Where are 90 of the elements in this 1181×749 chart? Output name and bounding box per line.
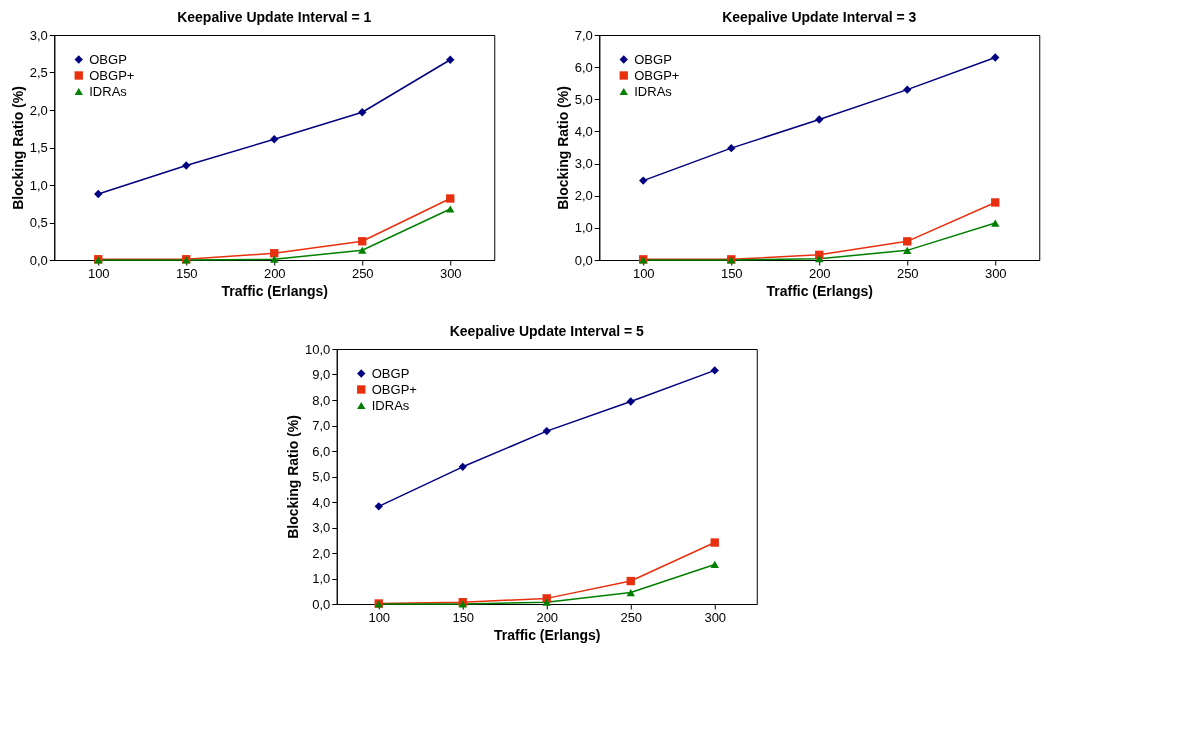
legend-label: OBGP <box>634 51 672 67</box>
y-tick-label: 4,0 <box>312 494 331 510</box>
y-tick-label: 8,0 <box>312 392 331 408</box>
point <box>458 462 467 471</box>
point <box>374 502 383 511</box>
legend-label: OBGP+ <box>634 67 680 83</box>
point <box>94 189 103 199</box>
chart-title: Keepalive Update Interval = 3 <box>722 9 917 25</box>
y-tick-label: 2,5 <box>29 65 48 80</box>
y-axis-title: Blocking Ratio (%) <box>554 86 571 210</box>
y-tick-label: 7,0 <box>312 418 331 433</box>
point <box>270 255 279 263</box>
point <box>815 115 824 124</box>
x-tick-label: 300 <box>439 265 462 281</box>
point <box>639 176 648 185</box>
legend-label: OBGP+ <box>371 381 417 397</box>
point <box>358 246 367 254</box>
x-tick-label: 250 <box>896 265 919 281</box>
y-tick-label: 0,0 <box>574 252 593 268</box>
point <box>991 53 1000 62</box>
x-tick-label: 150 <box>720 265 743 281</box>
point <box>626 576 635 586</box>
point <box>270 249 279 258</box>
point <box>358 108 367 117</box>
y-tick-label: 9,0 <box>312 367 331 382</box>
point <box>710 366 719 375</box>
point <box>991 219 1000 227</box>
y-tick-label: 3,0 <box>29 27 48 43</box>
point <box>815 255 824 263</box>
point <box>727 143 736 153</box>
y-tick-label: 2,0 <box>574 188 593 204</box>
y-tick-label: 6,0 <box>312 443 331 459</box>
point <box>446 194 455 203</box>
y-tick-label: 0,0 <box>312 596 331 612</box>
x-tick-label: 250 <box>620 609 643 625</box>
point <box>710 560 719 569</box>
y-axis-title: Blocking Ratio (%) <box>9 86 26 210</box>
point <box>358 237 367 246</box>
y-tick-label: 4,0 <box>574 123 593 139</box>
y-tick-label: 1,0 <box>29 177 48 193</box>
y-axis-title: Blocking Ratio (%) <box>284 415 301 539</box>
y-tick-label: 3,0 <box>312 520 331 535</box>
y-tick-label: 1,0 <box>574 220 593 236</box>
x-tick-label: 250 <box>351 265 374 281</box>
point <box>991 198 1000 207</box>
y-tick-label: 2,0 <box>312 545 331 561</box>
y-tick-label: 5,0 <box>312 469 331 484</box>
y-tick-label: 0,5 <box>29 215 48 230</box>
point <box>710 538 719 547</box>
point <box>542 598 551 606</box>
y-tick-label: 5,0 <box>574 91 593 107</box>
y-tick-label: 1,0 <box>312 571 331 586</box>
x-tick-label: 200 <box>808 265 831 281</box>
legend-label: IDRAs <box>634 83 673 99</box>
point <box>446 55 455 64</box>
chart-title: Keepalive Update Interval = 5 <box>449 323 645 339</box>
legend-label: OBGP+ <box>89 67 135 83</box>
x-tick-label: 150 <box>175 265 198 281</box>
point <box>626 588 635 597</box>
y-tick-label: 10,0 <box>304 341 331 357</box>
legend-label: IDRAs <box>89 83 128 99</box>
point <box>626 397 635 406</box>
point <box>542 426 551 436</box>
legend-label: IDRAs <box>371 397 410 413</box>
x-axis-title: Traffic (Erlangs) <box>766 282 874 299</box>
y-tick-label: 0,0 <box>29 252 48 268</box>
chart-title: Keepalive Update Interval = 1 <box>177 9 372 25</box>
x-tick-label: 300 <box>704 609 727 625</box>
x-axis-title: Traffic (Erlangs) <box>221 282 329 299</box>
point <box>446 205 455 213</box>
y-tick-label: 1,5 <box>29 140 48 155</box>
x-tick-label: 150 <box>452 609 475 625</box>
x-tick-label: 200 <box>536 609 559 625</box>
x-tick-label: 100 <box>87 265 110 281</box>
x-tick-label: 100 <box>368 609 391 625</box>
x-tick-label: 100 <box>632 265 655 281</box>
point <box>903 246 912 254</box>
x-tick-label: 200 <box>263 265 286 281</box>
y-tick-label: 3,0 <box>574 156 593 172</box>
x-tick-label: 300 <box>984 265 1007 281</box>
y-tick-label: 6,0 <box>574 59 593 75</box>
y-tick-label: 7,0 <box>574 27 593 43</box>
y-tick-label: 2,0 <box>29 102 48 118</box>
point <box>903 237 912 246</box>
legend-label: OBGP <box>371 365 410 381</box>
point <box>182 161 191 170</box>
legend-label: OBGP <box>89 51 127 67</box>
point <box>903 85 912 94</box>
point <box>270 135 279 144</box>
x-axis-title: Traffic (Erlangs) <box>493 626 601 643</box>
